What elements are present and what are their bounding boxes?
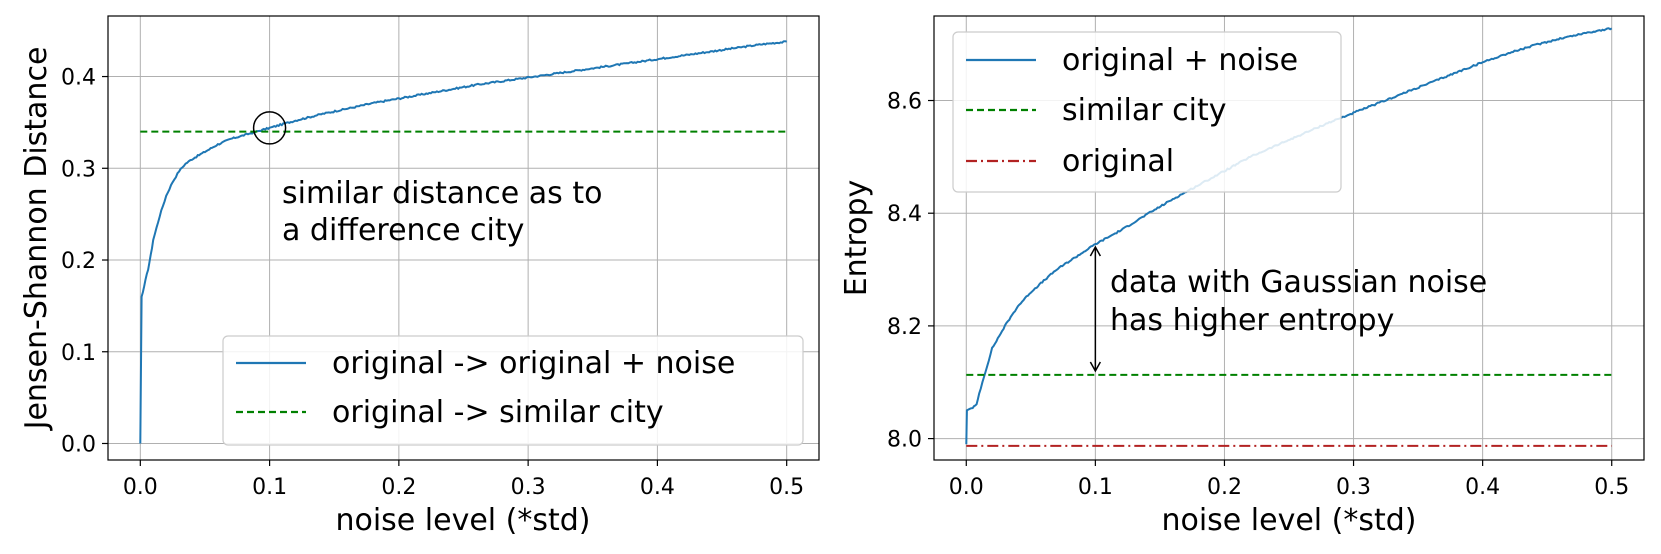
legend: original -> original + noise original ->… <box>222 335 804 446</box>
annotation-text-line-2: has higher entropy <box>1110 303 1394 338</box>
x-tick-label: 0.3 <box>1336 475 1371 500</box>
y-tick-label: 0.0 <box>61 432 96 457</box>
plot-frame <box>107 15 820 461</box>
x-tick-label: 0.1 <box>1078 475 1113 500</box>
y-tick-label: 0.4 <box>61 66 96 91</box>
x-tick-label: 0.4 <box>1465 475 1500 500</box>
annotation-text-line-1: similar distance as to <box>282 176 602 211</box>
y-axis-label: Entropy <box>839 180 874 297</box>
annotation-text-line-2: a difference city <box>282 213 524 248</box>
plot-lines <box>139 40 788 444</box>
annotation-circle <box>252 111 287 145</box>
plot-frame <box>933 15 1645 461</box>
y-axis-label: Jensen-Shannon Distance <box>19 47 54 432</box>
legend-box <box>952 31 1342 193</box>
chart-js-distance: 0.0 0.1 0.2 0.3 0.4 0.5 0.0 0.1 0.2 0.3 0.4 noise … <box>19 15 820 538</box>
x-tick-label: 0.0 <box>123 475 158 500</box>
x-tick-label: 0.2 <box>381 475 416 500</box>
x-tick-label: 0.3 <box>511 475 546 500</box>
legend-label-similar-city: similar city <box>1062 93 1226 128</box>
legend-label-original: original <box>1062 144 1174 179</box>
x-tick-label: 0.2 <box>1207 475 1242 500</box>
annotation-text-line-1: data with Gaussian noise <box>1110 265 1487 300</box>
legend-label-original-plus-noise: original + noise <box>1062 43 1298 78</box>
legend: original + noise similar city original <box>952 31 1342 193</box>
tick-labels: 0.0 0.1 0.2 0.3 0.4 0.5 0.0 0.1 0.2 0.3 0.4 <box>61 66 804 500</box>
annotation-markers <box>252 111 287 145</box>
y-tick-label: 8.0 <box>887 428 922 453</box>
y-tick-label: 8.6 <box>887 90 922 115</box>
y-tick-label: 8.4 <box>887 202 922 227</box>
y-tick-label: 8.2 <box>887 315 922 340</box>
legend-label-similar-city: original -> similar city <box>332 395 664 430</box>
x-axis-label: noise level (*std) <box>335 503 590 538</box>
legend-box <box>222 335 804 446</box>
x-tick-label: 0.5 <box>1594 475 1629 500</box>
tick-labels: 0.0 0.1 0.2 0.3 0.4 0.5 8.0 8.2 8.4 8.6 <box>887 90 1629 500</box>
annotation-arrow-head-up <box>1089 245 1102 257</box>
annotation-arrow-head-down <box>1089 361 1102 373</box>
x-axis-label: noise level (*std) <box>1161 503 1416 538</box>
x-tick-label: 0.4 <box>640 475 675 500</box>
chart-entropy: 0.0 0.1 0.2 0.3 0.4 0.5 8.0 8.2 8.4 8.6 noise lev… <box>839 15 1645 538</box>
series-line-original-original-noise <box>139 40 788 444</box>
annotation-markers <box>1089 245 1102 373</box>
y-tick-label: 0.2 <box>61 249 96 274</box>
x-tick-label: 0.5 <box>769 475 804 500</box>
x-tick-label: 0.0 <box>949 475 984 500</box>
y-tick-label: 0.3 <box>61 157 96 182</box>
y-tick-label: 0.1 <box>61 341 96 366</box>
x-tick-label: 0.1 <box>252 475 287 500</box>
legend-label-original-plus-noise: original -> original + noise <box>332 346 735 381</box>
